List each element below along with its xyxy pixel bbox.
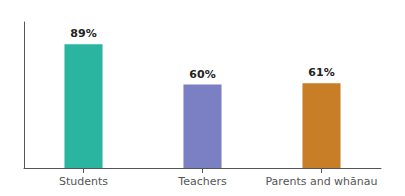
svg-text:61%: 61% bbox=[308, 66, 334, 79]
svg-text:60%: 60% bbox=[189, 68, 215, 81]
svg-text:89%: 89% bbox=[70, 27, 96, 40]
svg-text:Students: Students bbox=[59, 175, 108, 188]
svg-text:Teachers: Teachers bbox=[177, 175, 227, 188]
svg-text:Parents and whānau: Parents and whānau bbox=[265, 175, 377, 188]
